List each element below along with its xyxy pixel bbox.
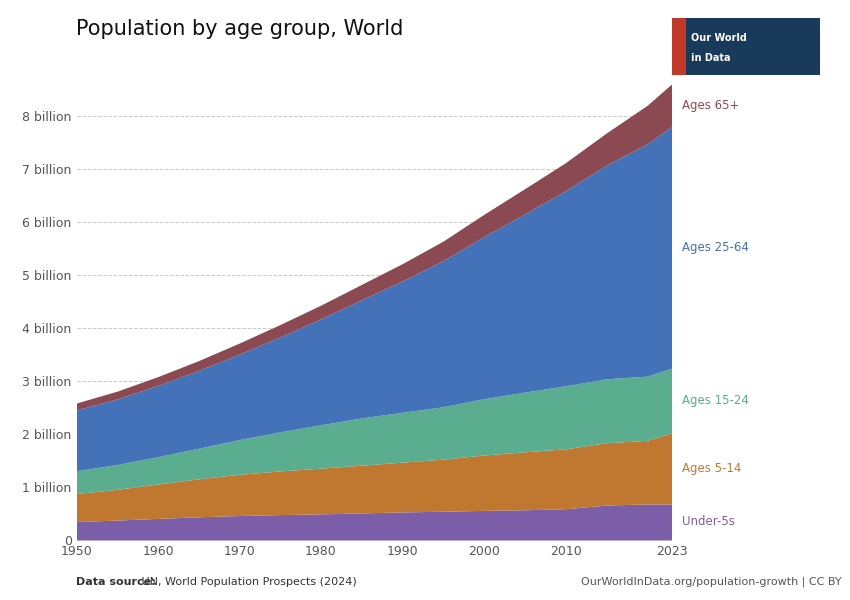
Text: OurWorldInData.org/population-growth | CC BY: OurWorldInData.org/population-growth | C… bbox=[581, 576, 842, 587]
Text: Ages 15-24: Ages 15-24 bbox=[682, 394, 749, 407]
Text: Ages 25-64: Ages 25-64 bbox=[682, 241, 749, 254]
Text: Data source:: Data source: bbox=[76, 577, 156, 587]
Text: Our World: Our World bbox=[690, 33, 746, 43]
Text: Under-5s: Under-5s bbox=[682, 515, 734, 529]
Text: Ages 65+: Ages 65+ bbox=[682, 99, 739, 112]
Text: Population by age group, World: Population by age group, World bbox=[76, 19, 404, 39]
Text: UN, World Population Prospects (2024): UN, World Population Prospects (2024) bbox=[138, 577, 356, 587]
Text: Ages 5-14: Ages 5-14 bbox=[682, 462, 741, 475]
Text: in Data: in Data bbox=[690, 53, 730, 63]
